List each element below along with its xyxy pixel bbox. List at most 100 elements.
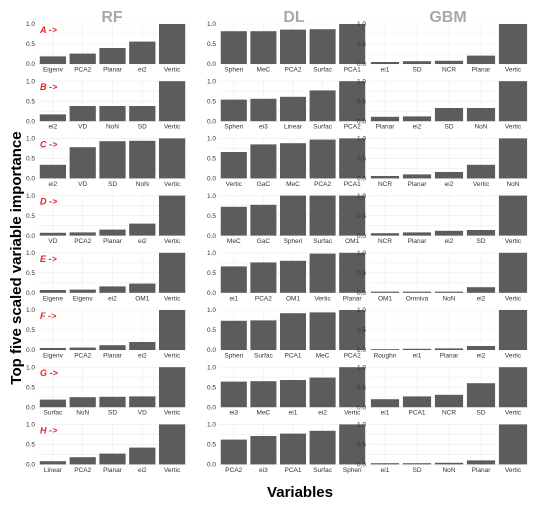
- panel-gbm-1: 0.0 0.5 1.0 ei1 SD NCR Planar Vertic: [357, 21, 529, 74]
- bar-spheri: [339, 424, 366, 465]
- bar-ei1: [370, 463, 400, 465]
- bar-spheri: [279, 195, 307, 236]
- bar-planar: [99, 48, 126, 64]
- y-tick-label: 0.0: [207, 462, 216, 469]
- x-tick-label: Vertic: [164, 238, 181, 245]
- y-tick-label: 1.0: [26, 250, 35, 257]
- panel-rf-5: 0.0 0.5 1.0 Eigene Eigenv ei2 OM1 Vertic: [26, 250, 187, 302]
- y-tick-label: 0.0: [26, 462, 35, 469]
- bar-mec: [220, 206, 247, 236]
- bar-ei1: [370, 62, 400, 64]
- y-tick-label: 1.0: [357, 78, 366, 85]
- panel-gbm-3: 0.0 0.5 1.0 NCR Planar ei2 Vertic NoN: [357, 136, 529, 188]
- panel-gbm-4: 0.0 0.5 1.0 NCR Planar ei2 SD Vertic: [357, 193, 529, 245]
- bar-ncr: [370, 176, 400, 179]
- y-tick-label: 1.0: [207, 78, 216, 85]
- bar-linear: [39, 461, 67, 465]
- bar-ei2: [434, 172, 464, 179]
- bar-omniva: [402, 291, 432, 293]
- y-tick-label: 1.0: [26, 422, 35, 429]
- x-tick-label: PCA2: [74, 353, 91, 360]
- bar-om1: [370, 291, 400, 293]
- y-tick-label: 1.0: [207, 193, 216, 200]
- y-tick-label: 1.0: [357, 136, 366, 143]
- x-tick-label: Vertic: [473, 181, 490, 188]
- bar-sd: [466, 230, 496, 236]
- y-tick-label: 0.0: [357, 347, 366, 354]
- column-title-dl: DL: [283, 9, 305, 26]
- x-tick-label: Planar: [103, 353, 123, 360]
- bar-pca1: [279, 433, 307, 465]
- bar-vertic: [498, 310, 528, 350]
- y-tick-label: 0.5: [207, 156, 216, 163]
- bar-ei2: [129, 223, 156, 236]
- bar-planar: [466, 55, 496, 64]
- x-tick-label: NoN: [136, 181, 149, 188]
- y-tick-label: 0.0: [357, 118, 366, 125]
- panel-rf-7: 0.0 0.5 1.0 Surfac NoN SD VD Vertic: [26, 364, 187, 417]
- bar-sd: [402, 463, 432, 465]
- bar-planar: [402, 174, 432, 179]
- bar-eigenv: [39, 56, 67, 64]
- x-tick-label: PCA2: [344, 124, 361, 131]
- y-tick-label: 0.0: [357, 404, 366, 411]
- bar-planar: [466, 460, 496, 465]
- column-title-gbm: GBM: [429, 9, 466, 26]
- x-tick-label: Roughn: [374, 353, 397, 360]
- bar-vertic: [498, 252, 528, 293]
- x-tick-label: MeC: [257, 410, 271, 417]
- y-tick-label: 0.5: [26, 213, 35, 220]
- y-tick-label: 0.0: [207, 118, 216, 125]
- y-tick-label: 0.0: [207, 290, 216, 297]
- x-tick-label: NoN: [506, 181, 519, 188]
- bar-pca2: [279, 29, 307, 65]
- y-tick-label: 0.0: [26, 347, 35, 354]
- bar-planar: [99, 345, 126, 350]
- bar-planar: [370, 116, 400, 122]
- bar-surfac: [250, 320, 277, 350]
- x-tick-label: Vertic: [314, 295, 331, 302]
- x-tick-label: PCA1: [285, 353, 302, 360]
- bar-mec: [279, 143, 307, 179]
- x-tick-label: GaC: [257, 181, 271, 188]
- x-tick-label: PCA2: [225, 467, 242, 474]
- bar-roughn: [370, 349, 400, 350]
- x-tick-label: ei2: [108, 295, 117, 302]
- bar-sd: [129, 106, 156, 122]
- x-tick-label: ei2: [138, 467, 147, 474]
- panel-gbm-5: 0.0 0.5 1.0 OM1 Omniva NoN ei2 Vertic: [357, 250, 529, 302]
- x-tick-label: ei3: [259, 467, 268, 474]
- x-tick-label: Surfac: [254, 353, 274, 360]
- x-tick-label: VD: [48, 238, 57, 245]
- y-tick-label: 0.5: [357, 213, 366, 220]
- bar-vd: [39, 232, 67, 236]
- x-tick-label: ei1: [381, 467, 390, 474]
- bar-pca1: [402, 396, 432, 408]
- x-tick-label: Vertic: [164, 67, 181, 74]
- y-tick-label: 0.5: [26, 156, 35, 163]
- x-tick-label: Vertic: [164, 124, 181, 131]
- y-tick-label: 0.5: [357, 156, 366, 163]
- x-tick-label: Vertic: [344, 410, 361, 417]
- bar-non: [69, 397, 96, 408]
- bar-gac: [250, 144, 277, 179]
- x-tick-label: PCA2: [285, 67, 302, 74]
- x-tick-label: PCA2: [74, 238, 91, 245]
- panel-dl-7: 0.0 0.5 1.0 ei3 MeC ei1 ei2 Vertic: [207, 364, 367, 417]
- bar-non: [434, 462, 464, 465]
- bar-ei2: [309, 377, 336, 408]
- bar-ei2: [129, 342, 156, 350]
- panel-gbm-7: 0.0 0.5 1.0 ei1 PCA1 NCR SD Vertic: [357, 364, 529, 417]
- y-tick-label: 0.5: [207, 327, 216, 334]
- row-label-3: C ->: [40, 139, 58, 149]
- x-tick-label: ei2: [138, 67, 147, 74]
- row-label-6: F ->: [40, 311, 57, 321]
- y-tick-label: 0.5: [207, 442, 216, 449]
- x-tick-label: Spheri: [224, 353, 243, 360]
- panel-dl-1: 0.0 0.5 1.0 Spheri MeC PCA2 Surfac PCA1: [207, 21, 367, 74]
- bar-pca2: [250, 262, 277, 293]
- x-tick-label: Planar: [408, 181, 428, 188]
- bar-planar: [99, 229, 126, 236]
- x-tick-label: ei2: [413, 124, 422, 131]
- bar-non: [129, 140, 156, 179]
